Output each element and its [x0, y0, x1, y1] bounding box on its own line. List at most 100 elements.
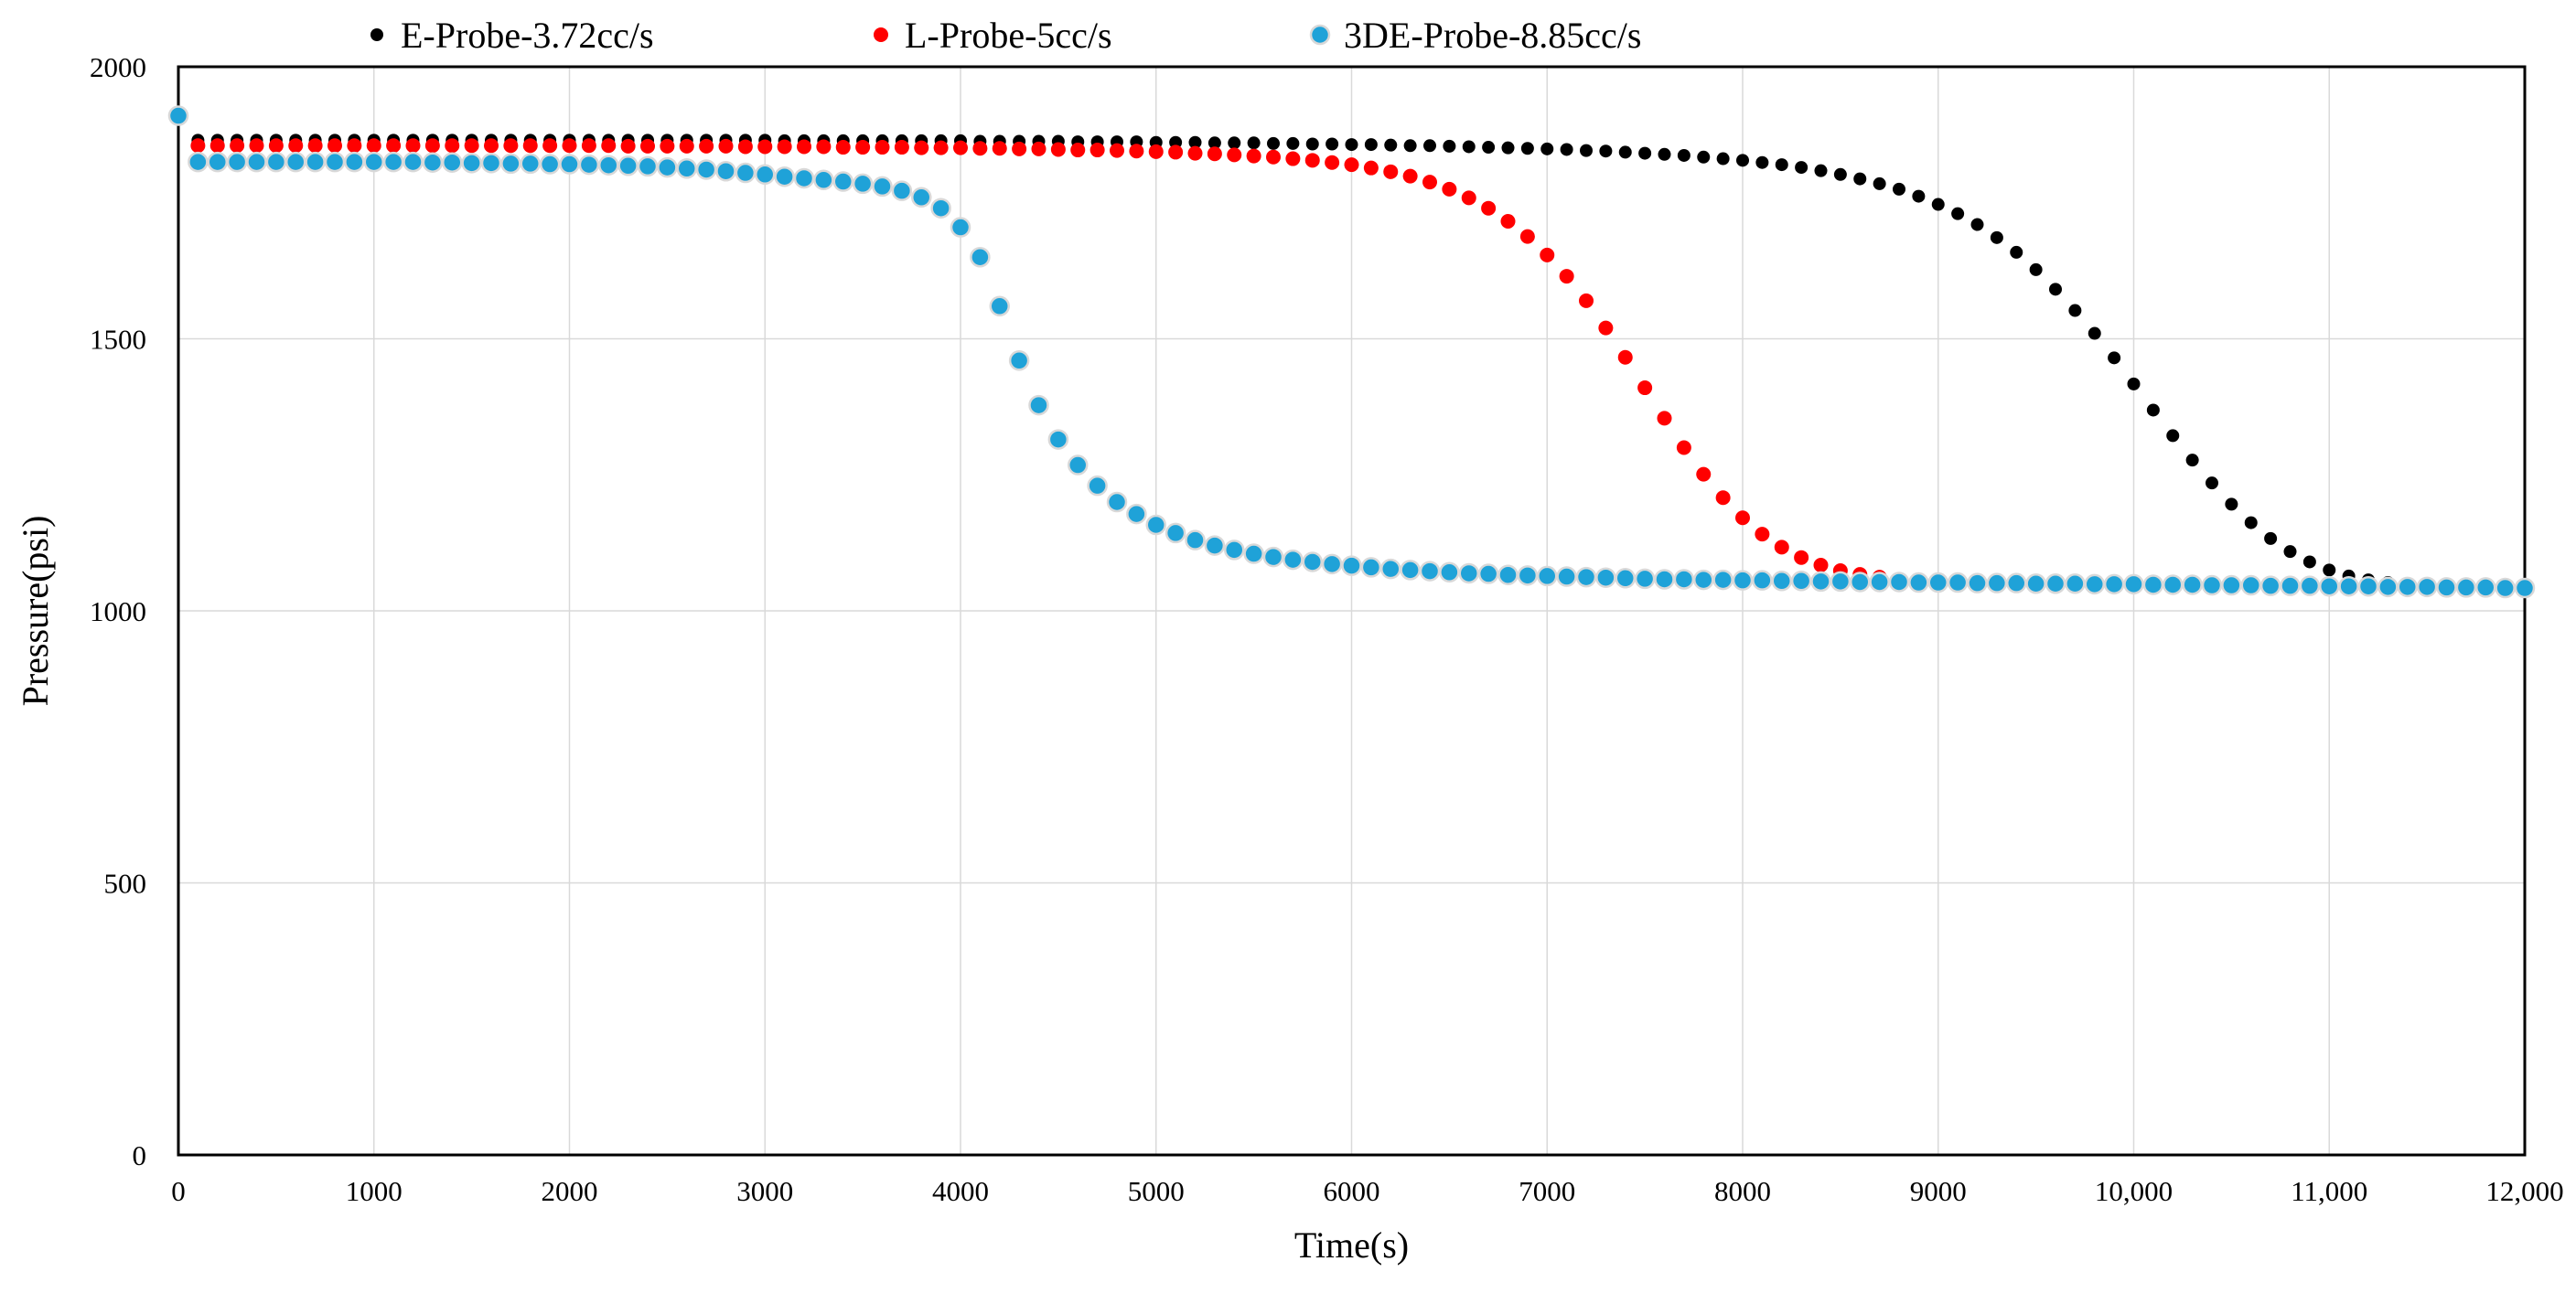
series-2-point [1129, 144, 1144, 159]
series-3-point [188, 151, 209, 173]
series-3-point [285, 151, 306, 173]
series-3-point [617, 155, 639, 176]
y-axis-label: Pressure(psi) [15, 516, 56, 707]
series-3-point [1497, 564, 1519, 585]
series-2-point [894, 140, 909, 155]
series-2-point [1755, 527, 1770, 542]
series-3-point [1615, 568, 1636, 589]
series-3-point [2319, 575, 2340, 597]
series-3-point [2377, 576, 2399, 598]
series-2-point [1579, 293, 1594, 308]
series-3-point [305, 151, 326, 173]
series-2-point [1442, 181, 1457, 197]
series-3-point [402, 151, 424, 173]
series-3-point [2436, 577, 2457, 598]
series-3-point [1556, 566, 1577, 587]
series-3-point [1595, 567, 1616, 588]
series-3-point [382, 151, 404, 173]
series-1-point [1267, 136, 1280, 150]
series-1-point [1814, 164, 1828, 177]
series-1-point [1305, 137, 1319, 151]
series-2-point [992, 141, 1007, 156]
series-3-point [1888, 572, 1910, 593]
series-2-point [1735, 510, 1750, 526]
series-3-point [970, 247, 991, 268]
series-1-point [1618, 145, 1632, 159]
series-1-point [1560, 143, 1573, 156]
series-1-point [1482, 141, 1496, 155]
series-3-point [1243, 543, 1264, 564]
series-3-point [226, 151, 248, 173]
series-1-point [1970, 218, 1984, 231]
series-1-point [1893, 182, 1905, 196]
series-2-point [268, 138, 284, 154]
series-3-point [1986, 572, 2008, 593]
series-3-point [265, 151, 287, 173]
series-3-point [637, 155, 659, 177]
series-3-point [2142, 574, 2164, 595]
series-1-point [2127, 377, 2141, 390]
series-1-point [1580, 144, 1593, 157]
series-2-point [307, 138, 323, 154]
series-2-point [1246, 148, 1261, 164]
series-1-point [2049, 283, 2062, 296]
series-1-point [1364, 138, 1378, 152]
legend: E-Probe-3.72cc/s L-Probe-5cc/s 3DE-Probe-8… [370, 15, 1641, 56]
series-3-point [2299, 575, 2321, 596]
series-2-point [386, 138, 402, 154]
series-1-point [2068, 304, 2082, 317]
series-3-point [1673, 569, 1695, 590]
series-3-point [2103, 573, 2125, 595]
series-3-point [363, 151, 384, 173]
series-1-point [2225, 497, 2238, 511]
series-3-point [480, 153, 502, 174]
series-3-point [2065, 573, 2086, 594]
series-3-point [2201, 574, 2223, 596]
series-3-point [324, 151, 346, 173]
series-1-point [1228, 136, 1241, 150]
series-2-point [1813, 558, 1829, 573]
series-1-point [1501, 141, 1515, 155]
series-3-point [2357, 575, 2379, 597]
plot-area-border [177, 65, 2527, 1157]
series-2-point [933, 140, 949, 155]
series-3-point [2514, 577, 2536, 599]
series-1-point [1716, 152, 1730, 166]
series-1-point [1403, 139, 1417, 153]
x-tick-label: 4000 [932, 1175, 989, 1207]
series-3-point [1068, 454, 1089, 476]
series-3-point [1008, 350, 1030, 371]
series-1-point [1423, 139, 1436, 153]
series-2-point [1519, 229, 1535, 244]
series-2-point [522, 138, 538, 154]
series-3-point [989, 295, 1010, 317]
series-2-point [1422, 175, 1437, 190]
series-2-point [816, 139, 832, 155]
series-2-point [1402, 168, 1418, 184]
series-3-point [2025, 573, 2046, 594]
series-1-point [2185, 454, 2199, 467]
series-3-point [1634, 568, 1656, 590]
series-1-point [2088, 326, 2101, 340]
series-3-point [1262, 546, 1284, 568]
series-1-point [1873, 176, 1886, 190]
series-1-point [2108, 351, 2121, 365]
series-3-point [1732, 570, 1754, 591]
series-3-point [1458, 562, 1479, 584]
series-3-point [1752, 570, 1773, 591]
series-3-point [793, 167, 815, 189]
series-1-point [2206, 476, 2218, 490]
series-3-point [1419, 561, 1441, 582]
legend-marker [1309, 24, 1331, 46]
series-2-point [953, 140, 968, 155]
series-3-point [1380, 558, 1401, 580]
y-tick-label: 1500 [90, 324, 146, 356]
series-2-point [1285, 151, 1301, 166]
y-tick-label: 2000 [90, 51, 146, 83]
series-3-point [1028, 394, 1049, 416]
series-2-point [1559, 269, 1574, 284]
series-3-point [2280, 575, 2301, 596]
series-2-point [835, 140, 851, 155]
y-tick-label: 500 [104, 868, 147, 900]
